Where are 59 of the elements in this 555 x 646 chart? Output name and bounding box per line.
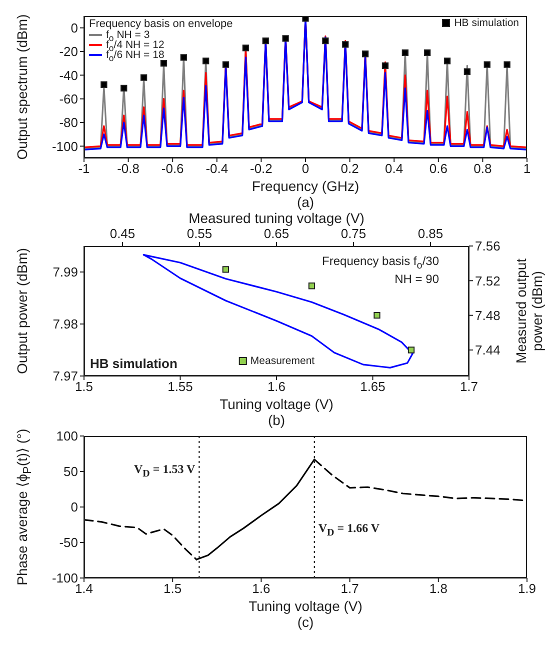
x-tick-label: 0.2 xyxy=(340,161,359,176)
annotation: Frequency basis f$_{o}$/30 xyxy=(322,254,439,272)
y-tick-label: -100 xyxy=(52,138,78,154)
text: (b) xyxy=(268,412,286,428)
y2-axis-title: Measured output power (dBm) xyxy=(513,258,545,364)
y-tick-label: -80 xyxy=(59,115,78,130)
x-tick-label: 1.65 xyxy=(360,379,386,394)
y-axis-title: Output power (dBm) xyxy=(14,248,30,374)
text: (a) xyxy=(296,194,314,210)
x2-tick-label: 0.65 xyxy=(262,226,290,241)
x-tick-label: 0.8 xyxy=(474,161,492,176)
ref-line-label: V$_{D}$ = 1.53 V xyxy=(134,462,196,479)
x-tick-label: -1 xyxy=(78,161,90,176)
x-tick-label: -0.4 xyxy=(206,161,228,176)
x-tick-label: 1.8 xyxy=(429,581,448,596)
y-tick-label: 7.99 xyxy=(52,264,78,280)
x-tick-label: 1.55 xyxy=(168,379,193,394)
y2-tick-label: 7.56 xyxy=(475,238,500,254)
x-tick-label: 0.4 xyxy=(385,161,404,176)
x-tick-label: -0.6 xyxy=(161,161,184,176)
x-tick-label: 1.6 xyxy=(252,581,270,596)
y-tick-label: 100 xyxy=(56,428,78,444)
x-tick-label: 1.7 xyxy=(340,581,359,596)
text: (c) xyxy=(297,614,314,630)
y-tick-label: -20 xyxy=(59,44,78,60)
y2-tick-label: 7.44 xyxy=(475,342,500,358)
x-axis-title: Tuning voltage (V) xyxy=(248,598,362,614)
x-tick-label: 1 xyxy=(523,161,531,176)
x-axis-title: Tuning voltage (V) xyxy=(220,396,334,412)
x-tick-label: 0 xyxy=(302,161,310,176)
y-tick-label: -50 xyxy=(59,535,78,550)
y-tick-label: 50 xyxy=(64,464,78,480)
y2-tick-label: 7.48 xyxy=(475,308,500,323)
x-axis-title: Frequency (GHz) xyxy=(252,178,360,194)
legend-label: Measurement xyxy=(250,355,315,367)
x-tick-label: 1.6 xyxy=(267,379,286,394)
legend-title: Frequency basis on envelope xyxy=(89,18,233,30)
y-tick-label: -60 xyxy=(59,91,78,106)
x2-tick-label: 0.75 xyxy=(340,226,368,241)
y-axis-title: Output spectrum (dBm) xyxy=(14,14,30,160)
ref-line-label: V$_{D}$ = 1.66 V xyxy=(318,521,380,539)
x2-tick-label: 0.45 xyxy=(108,226,136,241)
x-tick-label: -0.8 xyxy=(117,161,140,176)
x-tick-label: -0.2 xyxy=(250,161,272,176)
y-tick-label: 7.98 xyxy=(52,316,78,332)
x2-axis-title: Measured tuning voltage (V) xyxy=(188,210,364,226)
legend-label: HB simulation xyxy=(454,17,519,29)
x2-tick-label: 0.55 xyxy=(186,226,214,241)
x-tick-label: 1.7 xyxy=(460,379,478,394)
x-tick-label: 1.9 xyxy=(518,581,536,596)
y2-tick-label: 7.52 xyxy=(475,273,500,288)
y-tick-label: 0 xyxy=(70,500,78,515)
annotation: HB simulation xyxy=(90,356,178,371)
y-tick-label: 0 xyxy=(70,20,78,36)
x-tick-label: 1.5 xyxy=(164,581,182,596)
x2-tick-label: 0.85 xyxy=(416,226,444,241)
annotation: NH = 90 xyxy=(394,272,439,286)
y-tick-label: -40 xyxy=(59,68,78,83)
x-tick-label: 0.6 xyxy=(429,161,448,176)
